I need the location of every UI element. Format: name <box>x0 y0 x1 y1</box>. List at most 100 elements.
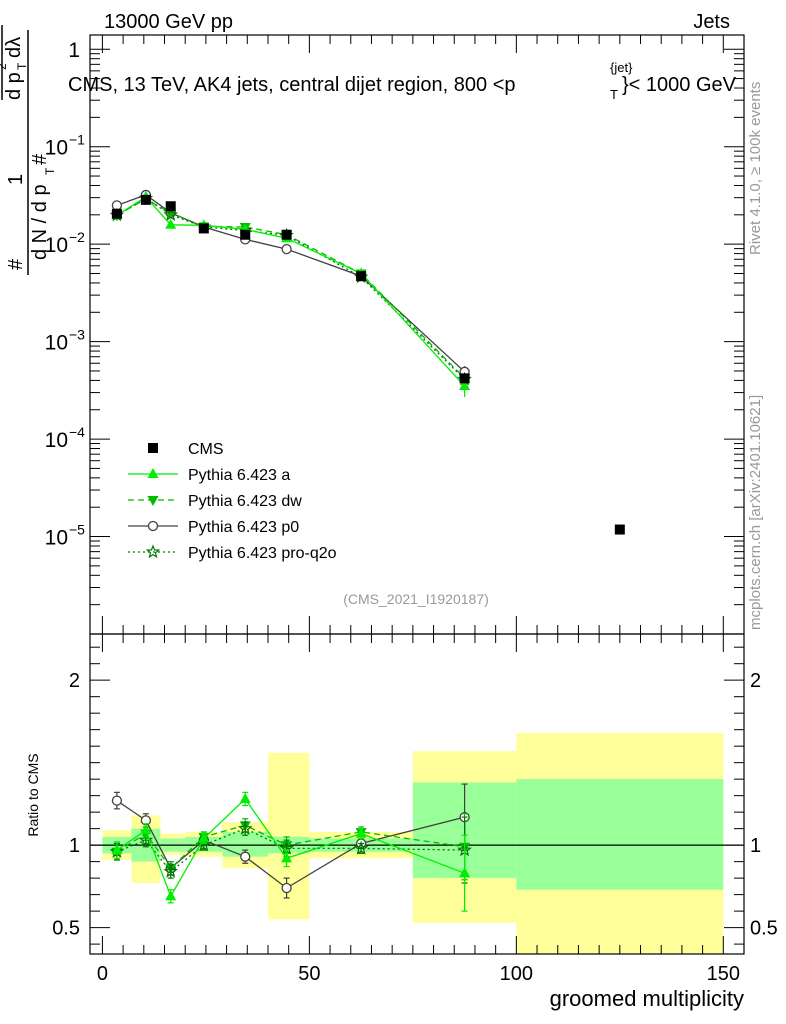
cms-point <box>459 373 470 384</box>
legend-label: Pythia 6.423 dw <box>188 493 302 510</box>
svg-text:T: T <box>15 62 29 70</box>
legend-item-pythia-6-423-p0: Pythia 6.423 p0 <box>128 519 299 536</box>
legend-label: Pythia 6.423 a <box>188 467 290 484</box>
x-tick-label: 100 <box>500 963 533 985</box>
pythia-6-423-pro-q2o-ratio-point <box>196 837 212 852</box>
legend-marker <box>147 520 159 532</box>
cms-point <box>111 208 122 219</box>
cms-point <box>356 271 367 282</box>
svg-text:2: 2 <box>0 63 9 70</box>
cms-point <box>240 229 251 240</box>
svg-text:dN: dN <box>0 36 1 62</box>
ratio-y-tick-label-right: 1 <box>750 835 761 857</box>
uncertainty-bands <box>102 732 724 954</box>
y-tick-label: 10 <box>45 332 68 355</box>
svg-text:dλ: dλ <box>3 37 25 58</box>
pythia-6-423-pro-q2o-ratio-point <box>138 832 154 847</box>
legend-label: Pythia 6.423 p0 <box>188 519 299 536</box>
pythia-6-423-a-ratio-point <box>111 844 123 855</box>
ratio-ylabel: Ratio to CMS <box>25 753 41 836</box>
svg-text:#: # <box>29 153 51 165</box>
ratio-xlabel: groomed multiplicity <box>550 986 744 1011</box>
ratio-y-tick-label: 2 <box>69 670 80 692</box>
y-tick-exponent: −5 <box>69 522 85 538</box>
svg-text:1: 1 <box>5 174 27 185</box>
title-sup: {jet} <box>610 60 633 75</box>
legend-item-pythia-6-423-a: Pythia 6.423 a <box>128 467 290 484</box>
y-tick-exponent: −4 <box>69 424 85 440</box>
title-main: CMS, 13 TeV, AK4 jets, central dijet reg… <box>68 74 516 96</box>
green-band <box>516 779 724 890</box>
x-tick-label: 150 <box>707 963 740 985</box>
pythia-6-423-a-ratio-point <box>140 824 152 835</box>
x-tick-label: 50 <box>298 963 320 985</box>
pythia-6-423-pro-q2o-ratio-point <box>237 820 253 835</box>
cms-point <box>614 524 625 535</box>
y-tick-label: 1 <box>68 39 80 62</box>
pythia-6-423-a-ratio-point <box>239 792 251 803</box>
y-tick-exponent: −1 <box>69 132 85 148</box>
pythia-6-423-a-ratio-point <box>281 852 293 863</box>
series-pythia-6-423-pro-q2o <box>109 190 472 386</box>
ratio-series-pythia-6-423-a <box>111 791 471 912</box>
pythia-6-423-a-ratio-point <box>165 890 177 901</box>
pythia-6-423-a-ratio-point <box>198 832 210 843</box>
header-left: 13000 GeV pp <box>104 11 233 33</box>
pythia-6-423-dw-point <box>165 208 177 219</box>
y-tick-label: 10 <box>45 429 68 452</box>
mcplots-label: mcplots.cern.ch [arXiv:2401.10621] <box>747 395 764 630</box>
title-end: }< 1000 GeV <box>622 74 737 96</box>
legend-item-cms: CMS <box>148 441 224 458</box>
main-ylabel: # 1 d N / d p T # # 2 dN d p T dλ <box>0 25 57 275</box>
yellow-band <box>267 752 310 920</box>
pythia-6-423-a-ratio-line <box>116 797 465 898</box>
x-tick-label: 0 <box>97 963 108 985</box>
cms-point <box>198 223 209 234</box>
legend: CMS Pythia 6.423 a Pythia 6.423 dw Pythia 6… <box>128 441 337 562</box>
cms-point <box>140 194 151 205</box>
header-right: Jets <box>693 11 730 33</box>
pythia-6-423-p0-ratio-point <box>281 882 292 894</box>
legend-marker <box>148 443 158 453</box>
pythia-6-423-pro-q2o-point <box>163 207 178 222</box>
series-pythia-6-423-dw <box>111 195 471 385</box>
pythia-6-423-p0-ratio-point <box>240 851 251 862</box>
ratio-y-tick-label-right: 0.5 <box>750 918 778 940</box>
svg-text:d N / d p: d N / d p <box>29 184 51 260</box>
ratio-y-tick-label-right: 2 <box>750 670 761 692</box>
series-cms <box>111 194 625 535</box>
legend-label: Pythia 6.423 pro-q2o <box>188 545 337 562</box>
legend-item-pythia-6-423-pro-q2o: Pythia 6.423 pro-q2o <box>128 544 337 562</box>
ratio-y-tick-label: 0.5 <box>52 918 80 940</box>
svg-text:#: # <box>0 68 1 80</box>
pythia-6-423-p0-point <box>281 243 292 255</box>
ratio-frame <box>89 633 745 955</box>
pythia-6-423-a-ratio-point <box>459 867 471 878</box>
ratio-y-tick-label: 1 <box>69 835 80 857</box>
y-tick-exponent: −2 <box>69 229 85 245</box>
legend-marker <box>145 544 161 559</box>
pythia-6-423-pro-q2o-ratio-point <box>353 840 369 855</box>
cms-point <box>281 229 292 240</box>
pythia-6-423-pro-q2o-ratio-point <box>163 863 178 878</box>
rivet-label: Rivet 4.1.0, ≥ 100k events <box>747 82 764 255</box>
legend-marker <box>147 496 159 506</box>
plot-title: CMS, 13 TeV, AK4 jets, central dijet reg… <box>68 60 737 102</box>
ratio-panel: 0 50 100 150 0.5 0.5 1 1 2 2 Ratio to CMS groomed… <box>25 633 778 1011</box>
ratio-series-pythia-6-423-pro-q2o <box>109 816 472 884</box>
y-tick-exponent: −3 <box>69 327 85 343</box>
series-pythia-6-423-a <box>111 190 471 398</box>
pythia-6-423-a-ratio-point <box>355 827 367 838</box>
y-tick-label: 10 <box>45 137 68 160</box>
legend-label: CMS <box>188 441 224 458</box>
pythia-6-423-p0-ratio-line <box>116 800 465 889</box>
y-tick-label: 10 <box>45 527 68 550</box>
main-panel: (CMS_2021_I1920187) CMS Pythia 6.423 a Pyt… <box>45 34 745 635</box>
legend-item-pythia-6-423-dw: Pythia 6.423 dw <box>128 493 302 510</box>
svg-text:d p: d p <box>3 72 25 100</box>
title-sub: T <box>610 87 618 102</box>
pythia-6-423-p0-line <box>116 194 466 373</box>
pythia-6-423-a-point <box>165 218 177 229</box>
pythia-6-423-pro-q2o-ratio-line <box>116 827 465 873</box>
